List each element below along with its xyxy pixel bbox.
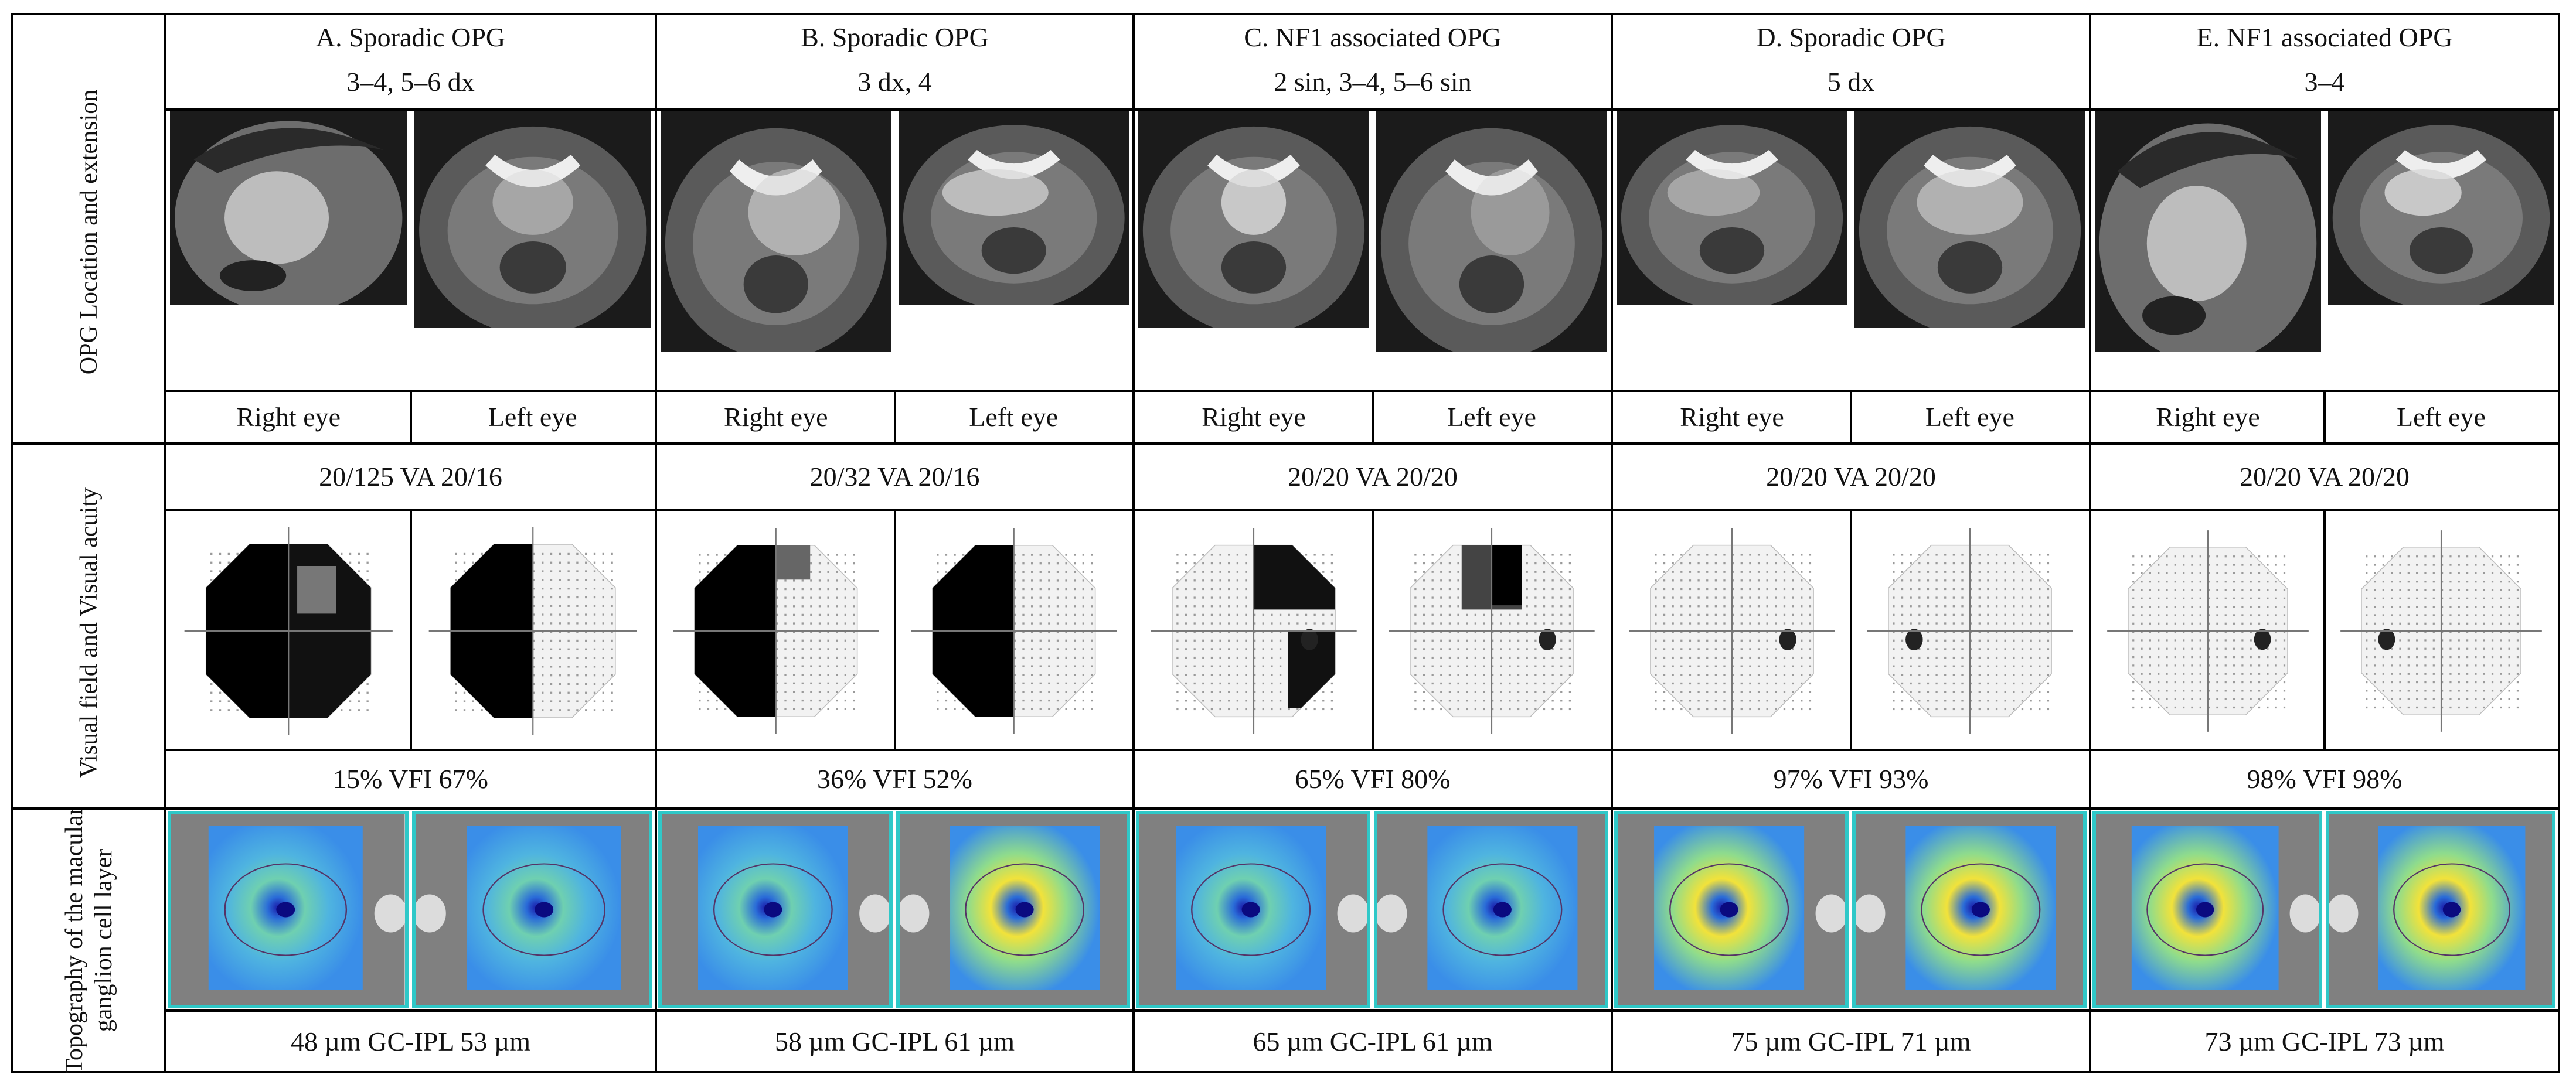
gc-ipl-thickness: 65 µm GC-IPL 61 µm [1253,1026,1493,1056]
visual-field-plot [178,523,399,739]
mri-image [661,111,891,352]
eye-label-left: Left eye [2397,402,2486,432]
grid-line-v [2089,15,2091,1071]
mri-image [1138,111,1369,328]
grid-line-h [13,807,164,810]
gcl-topography-map [1136,811,1370,1008]
grid-line-v [1850,390,1852,442]
row-label-topography: Topography of the macular ganglion cell … [61,807,117,1074]
grid-line-v [893,390,896,442]
grid-line-v [893,509,896,749]
figure-table-frame [11,13,2560,1073]
visual-field-plot [2103,523,2313,739]
grid-line-v [1372,390,1374,442]
case-title: C. NF1 associated OPG [1244,22,1502,52]
grid-line-h [164,509,2558,511]
visual-field-index: 15% VFI 67% [333,764,488,794]
mri-image [2328,111,2554,305]
visual-field-plot [1384,523,1599,739]
visual-field-plot [907,523,1121,739]
visual-acuity: 20/32 VA 20/16 [809,461,980,492]
row-label-location: OPG Location and extension [76,89,103,375]
eye-label-right: Right eye [1202,402,1306,432]
eye-label-right: Right eye [1680,402,1784,432]
case-title: B. Sporadic OPG [801,22,989,52]
gcl-topography-map [896,811,1130,1008]
gcl-topography-map [411,811,652,1008]
case-extension: 2 sin, 3–4, 5–6 sin [1274,67,1472,97]
case-extension: 5 dx [1827,67,1875,97]
visual-field-index: 65% VFI 80% [1295,764,1451,794]
eye-label-right: Right eye [2156,402,2260,432]
visual-field-index: 36% VFI 52% [817,764,972,794]
eye-label-left: Left eye [1447,402,1536,432]
gcl-topography-map [1374,811,1608,1008]
gcl-topography-map [168,811,409,1008]
visual-acuity: 20/20 VA 20/20 [1288,461,1458,492]
visual-acuity: 20/125 VA 20/16 [319,461,502,492]
mri-image [414,111,651,328]
grid-line-v [2323,390,2326,442]
case-extension: 3–4 [2304,67,2345,97]
case-extension: 3–4, 5–6 dx [346,67,475,97]
mri-image [1617,111,1847,305]
mri-image [1854,111,2085,328]
grid-line-v [2323,509,2326,749]
visual-field-index: 97% VFI 93% [1773,764,1929,794]
row-label-visual: Visual field and Visual acuity [76,487,103,778]
mri-image [170,111,407,305]
grid-line-h [164,390,2558,392]
eye-label-right: Right eye [236,402,341,432]
grid-line-h [164,108,2558,111]
visual-field-plot [1146,523,1361,739]
gc-ipl-thickness: 58 µm GC-IPL 61 µm [774,1026,1015,1056]
gcl-topography-map [1614,811,1849,1008]
case-title: D. Sporadic OPG [1756,22,1946,52]
visual-acuity: 20/20 VA 20/20 [1766,461,1936,492]
grid-line-v [1611,15,1613,1071]
visual-field-plot [2336,523,2546,739]
case-title: A. Sporadic OPG [315,22,506,52]
gcl-topography-map [1852,811,2087,1008]
grid-line-h [164,807,2558,810]
grid-line-v [409,509,412,749]
mri-image [1376,111,1607,352]
eye-label-left: Left eye [488,402,577,432]
eye-label-left: Left eye [1925,402,2014,432]
gcl-topography-map [658,811,893,1008]
eye-label-left: Left eye [969,402,1059,432]
grid-line-v [1132,15,1135,1071]
grid-line-v [164,15,166,1071]
grid-line-h [164,749,2558,751]
grid-line-v [409,390,412,442]
mri-image [898,111,1129,305]
grid-line-h [13,442,164,445]
mri-image [2095,111,2321,352]
visual-field-plot [423,523,644,739]
visual-field-index: 98% VFI 98% [2247,764,2403,794]
gc-ipl-thickness: 73 µm GC-IPL 73 µm [2204,1026,2445,1056]
grid-line-v [1850,509,1852,749]
visual-acuity: 20/20 VA 20/20 [2240,461,2410,492]
visual-field-plot [1625,523,1839,739]
eye-label-right: Right eye [723,402,828,432]
case-extension: 3 dx, 4 [857,67,932,97]
visual-field-plot [1863,523,2077,739]
gcl-topography-map [2092,811,2322,1008]
gc-ipl-thickness: 48 µm GC-IPL 53 µm [290,1026,531,1056]
grid-line-v [1372,509,1374,749]
gcl-topography-map [2326,811,2555,1008]
visual-field-plot [669,523,883,739]
grid-line-v [655,15,657,1071]
grid-line-h [164,1009,2558,1012]
gc-ipl-thickness: 75 µm GC-IPL 71 µm [1731,1026,1971,1056]
case-title: E. NF1 associated OPG [2196,22,2453,52]
grid-line-h [164,442,2558,445]
